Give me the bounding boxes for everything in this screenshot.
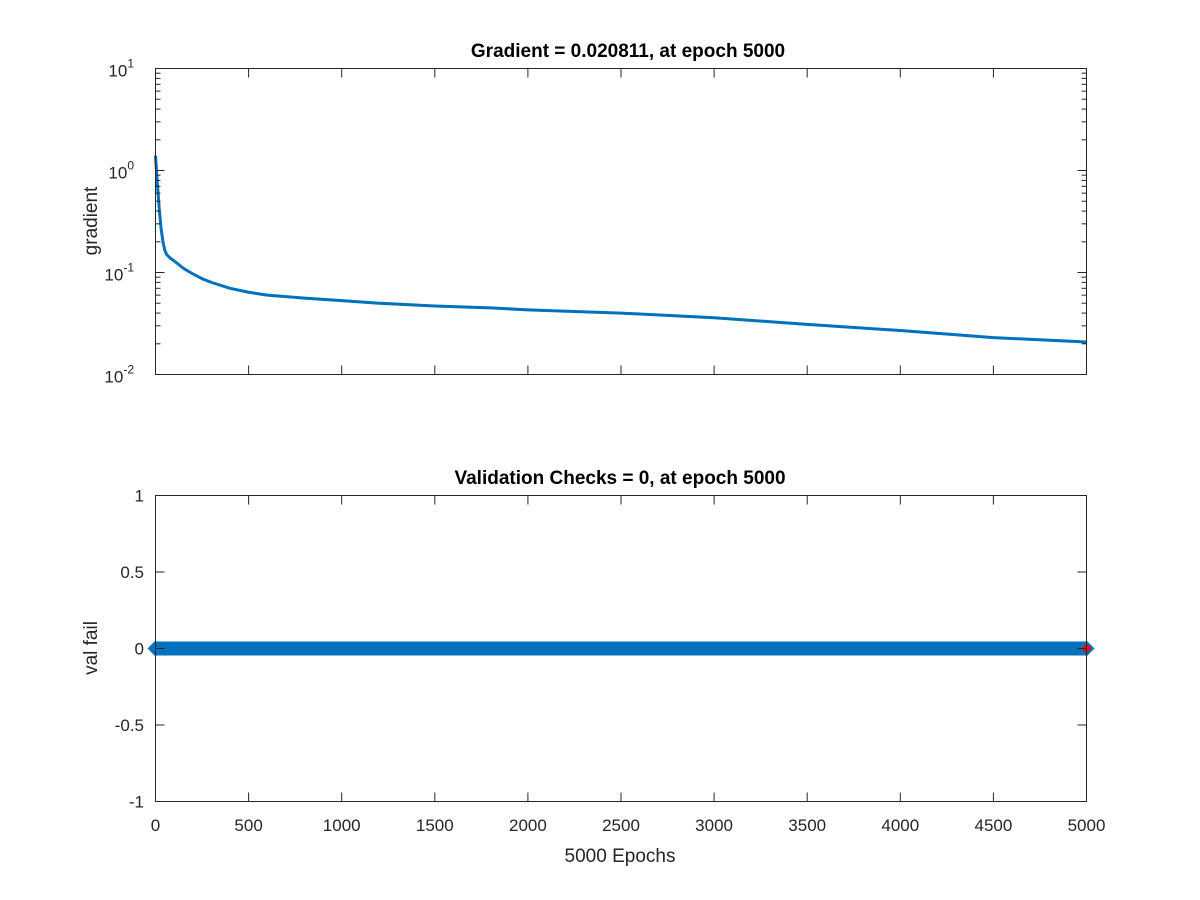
validation-x-tick-label: 1000 — [323, 816, 361, 835]
validation-y-tick-label: 1 — [135, 487, 144, 506]
gradient-y-tick-label: 10-2 — [104, 363, 134, 387]
gradient-y-tick-label: 100 — [108, 159, 134, 183]
validation-y-tick-label: -1 — [129, 793, 144, 812]
gradient-series-group — [154, 155, 1087, 344]
validation-series-group — [147, 640, 1095, 657]
gradient-axes: Gradient = 0.020811, at epoch 5000 10-21… — [81, 41, 1087, 387]
gradient-title: Gradient = 0.020811, at epoch 5000 — [471, 41, 785, 62]
validation-y-axis-label: val fail — [81, 621, 102, 675]
gradient-y-tick-exponent: 1 — [127, 57, 134, 71]
validation-axes: Validation Checks = 0, at epoch 5000 0 50… — [81, 468, 1105, 867]
validation-x-tick-label: 2500 — [602, 816, 640, 835]
validation-ticks: 0 500 1000 1500 2000 2500 3000 3500 4000 4500 5000… — [115, 487, 1106, 836]
gradient-y-tick-exponent: -1 — [123, 261, 134, 275]
gradient-line — [154, 155, 1087, 344]
validation-marker-band — [155, 641, 1087, 656]
gradient-y-axis-label: gradient — [81, 186, 102, 255]
validation-y-tick-label: 0.5 — [120, 563, 144, 582]
validation-x-tick-label: 3500 — [788, 816, 826, 835]
gradient-y-tick-base: 10 — [108, 164, 127, 183]
validation-x-tick-label: 4500 — [974, 816, 1012, 835]
validation-x-axis-label: 5000 Epochs — [565, 846, 676, 867]
gradient-y-tick-base: 10 — [104, 368, 123, 387]
gradient-y-tick-base: 10 — [108, 62, 127, 81]
gradient-y-tick-exponent: 0 — [127, 159, 134, 173]
gradient-y-tick-label: 101 — [108, 57, 134, 81]
validation-y-tick-label: -0.5 — [115, 716, 144, 735]
validation-y-tick-label: 0 — [135, 640, 144, 659]
validation-x-tick-label: 3000 — [695, 816, 733, 835]
gradient-y-tick-exponent: -2 — [123, 363, 134, 377]
validation-x-tick-label: 500 — [234, 816, 262, 835]
validation-x-tick-label: 5000 — [1068, 816, 1106, 835]
validation-x-tick-label: 4000 — [881, 816, 919, 835]
validation-title: Validation Checks = 0, at epoch 5000 — [454, 468, 785, 489]
validation-x-tick-label: 1500 — [416, 816, 454, 835]
validation-x-tick-label: 2000 — [509, 816, 547, 835]
gradient-y-tick-base: 10 — [104, 266, 123, 285]
validation-x-tick-label: 0 — [151, 816, 160, 835]
gradient-y-tick-label: 10-1 — [104, 261, 134, 285]
